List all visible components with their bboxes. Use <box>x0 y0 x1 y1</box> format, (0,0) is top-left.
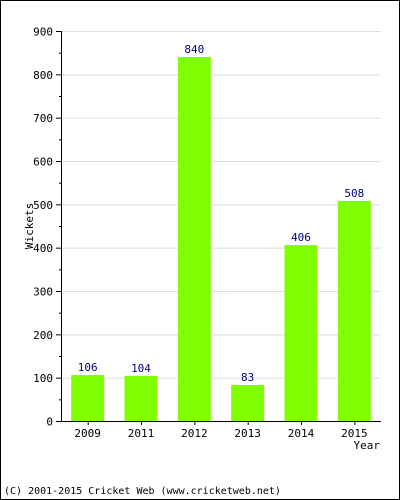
data-labels: 106 104 840 83 406 508 <box>78 43 365 384</box>
x-tick-label: 2015 <box>341 427 368 440</box>
y-tick-label: 200 <box>33 329 53 342</box>
y-tick-label: 700 <box>33 112 53 125</box>
y-tick-label: 900 <box>33 26 53 39</box>
data-label: 104 <box>131 362 151 375</box>
y-tick-label: 0 <box>46 416 53 429</box>
x-tick-label: 2012 <box>181 427 208 440</box>
y-tick-label: 800 <box>33 69 53 82</box>
y-tick-labels: 0 100 200 300 400 500 600 700 800 900 <box>33 26 53 429</box>
data-label: 840 <box>184 43 204 56</box>
y-tick-label: 400 <box>33 242 53 255</box>
bar <box>284 245 318 421</box>
copyright-footer: (C) 2001-2015 Cricket Web (www.cricketwe… <box>4 486 281 497</box>
axes <box>56 31 381 425</box>
x-axis-label: Year <box>354 439 381 452</box>
data-label: 406 <box>291 231 311 244</box>
x-tick-label: 2013 <box>234 427 261 440</box>
bars <box>71 57 371 421</box>
bar <box>231 385 265 421</box>
bar <box>71 375 105 421</box>
y-axis-label: Wickets <box>23 203 36 249</box>
data-label: 83 <box>241 371 254 384</box>
bar <box>177 57 211 421</box>
bar <box>124 375 158 421</box>
y-tick-label: 300 <box>33 286 53 299</box>
x-tick-labels: 2009 2011 2012 2013 2014 2015 <box>74 427 367 440</box>
data-label: 508 <box>344 187 364 200</box>
bar <box>337 200 371 421</box>
gridlines <box>61 31 381 379</box>
y-tick-label: 500 <box>33 199 53 212</box>
y-tick-label: 100 <box>33 372 53 385</box>
data-label: 106 <box>78 361 98 374</box>
y-tick-label: 600 <box>33 156 53 169</box>
x-tick-label: 2009 <box>74 427 101 440</box>
x-tick-label: 2011 <box>128 427 155 440</box>
x-tick-label: 2014 <box>288 427 315 440</box>
